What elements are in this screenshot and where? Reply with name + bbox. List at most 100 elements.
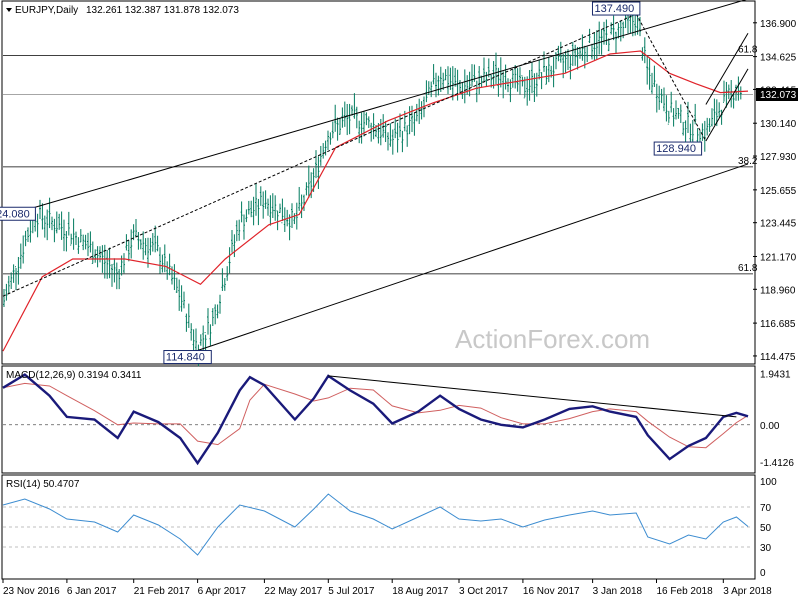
- price-axis-label: 118.960: [760, 285, 796, 296]
- price-bar: [245, 209, 248, 223]
- price-bar: [255, 183, 257, 216]
- rsi-axis-label: 0: [760, 568, 766, 579]
- price-label-text: 137.490: [594, 3, 634, 15]
- price-bar: [151, 233, 154, 252]
- price-layer: 61.8 38.2 61.8 137.490 114.840 128.940 124.080: [0, 0, 758, 367]
- price-bar: [382, 114, 385, 138]
- trend-line: [2, 13, 637, 297]
- price-bar: [432, 64, 435, 85]
- price-bar: [43, 215, 46, 238]
- price-bar: [651, 72, 653, 94]
- price-bar: [399, 113, 401, 138]
- price-axis-label: 116.685: [760, 319, 796, 330]
- macd-axis-label: -1.4126: [760, 458, 794, 469]
- price-axis-label: 121.170: [760, 252, 797, 263]
- price-bar: [252, 196, 255, 226]
- price-label-text: 128.940: [656, 143, 696, 155]
- rsi-axis-label: 70: [760, 503, 772, 514]
- price-bar: [574, 44, 577, 66]
- price-bar: [75, 231, 77, 245]
- price-bar: [19, 243, 22, 269]
- price-bar: [324, 140, 327, 156]
- price-bar: [545, 65, 548, 85]
- price-bar: [319, 145, 322, 166]
- price-bar: [67, 211, 70, 236]
- price-bar: [389, 123, 392, 147]
- price-bar: [163, 244, 166, 273]
- price-label-frame: [591, 1, 641, 16]
- price-bar: [569, 54, 572, 80]
- fib-level-label: 61.8: [738, 263, 758, 274]
- price-bar: [113, 258, 116, 283]
- price-bar: [367, 116, 370, 129]
- price-bar: [39, 199, 41, 219]
- price-bar: [711, 108, 713, 127]
- price-bar: [243, 214, 245, 240]
- price-bar: [216, 304, 219, 319]
- fib-level-label: 61.8: [738, 44, 758, 55]
- price-bar: [646, 55, 649, 85]
- price-label-box: 114.840: [163, 350, 212, 365]
- price-bar: [132, 224, 135, 241]
- date-axis-label: 3 Apr 2018: [723, 586, 772, 597]
- price-bar: [7, 275, 10, 295]
- price-bar: [17, 256, 20, 285]
- price-bar: [274, 195, 277, 221]
- price-bar: [55, 211, 58, 234]
- price-bar: [483, 57, 485, 83]
- price-axis-label: 136.900: [760, 19, 797, 30]
- price-bar: [87, 232, 89, 257]
- price-bar: [677, 107, 680, 119]
- price-bar: [547, 57, 550, 83]
- price-bar: [377, 123, 380, 144]
- macd-line: [2, 373, 749, 466]
- price-bar: [65, 231, 68, 252]
- price-bar: [487, 58, 490, 78]
- trend-line: [635, 13, 707, 142]
- price-label-text: 114.840: [166, 352, 205, 364]
- price-bar: [180, 285, 183, 312]
- price-bar: [346, 103, 349, 136]
- price-bar: [327, 130, 329, 151]
- price-bar: [739, 86, 742, 100]
- price-bar: [223, 278, 226, 291]
- price-bar: [411, 105, 413, 133]
- price-bar: [175, 277, 178, 293]
- price-bar: [142, 231, 145, 260]
- price-bar: [706, 117, 709, 136]
- price-bar: [355, 106, 358, 129]
- price-bar: [12, 264, 15, 283]
- price-bar: [732, 93, 735, 109]
- price-bar: [15, 266, 17, 291]
- price-bar: [670, 91, 673, 113]
- price-bar: [233, 234, 236, 258]
- price-bar: [437, 75, 440, 96]
- price-axis-label: 123.445: [760, 219, 797, 230]
- price-bar: [348, 103, 351, 135]
- price-bar: [612, 15, 615, 41]
- price-bar: [72, 218, 75, 250]
- price-bar: [687, 101, 689, 133]
- price-bar: [89, 231, 92, 253]
- date-axis-label: 6 Apr 2017: [198, 586, 247, 597]
- price-bar: [288, 214, 291, 241]
- price-bar: [480, 75, 483, 88]
- price-bar: [331, 121, 334, 139]
- rsi-axis-label: 30: [760, 543, 772, 554]
- price-bar: [250, 200, 253, 218]
- current-price-label: 132.073: [760, 90, 797, 101]
- rsi-line: [2, 493, 749, 556]
- collapse-triangle-icon[interactable]: [6, 8, 12, 12]
- price-bar: [586, 46, 589, 63]
- price-bar: [682, 121, 685, 136]
- price-bar: [10, 272, 13, 290]
- trend-line: [197, 163, 749, 351]
- price-bar: [262, 191, 265, 219]
- price-bar: [658, 85, 661, 110]
- price-bar: [420, 101, 423, 120]
- price-bar: [293, 213, 296, 225]
- price-bar: [442, 72, 445, 90]
- price-bar: [226, 266, 229, 281]
- symbol-label: EURJPY,Daily: [15, 5, 78, 16]
